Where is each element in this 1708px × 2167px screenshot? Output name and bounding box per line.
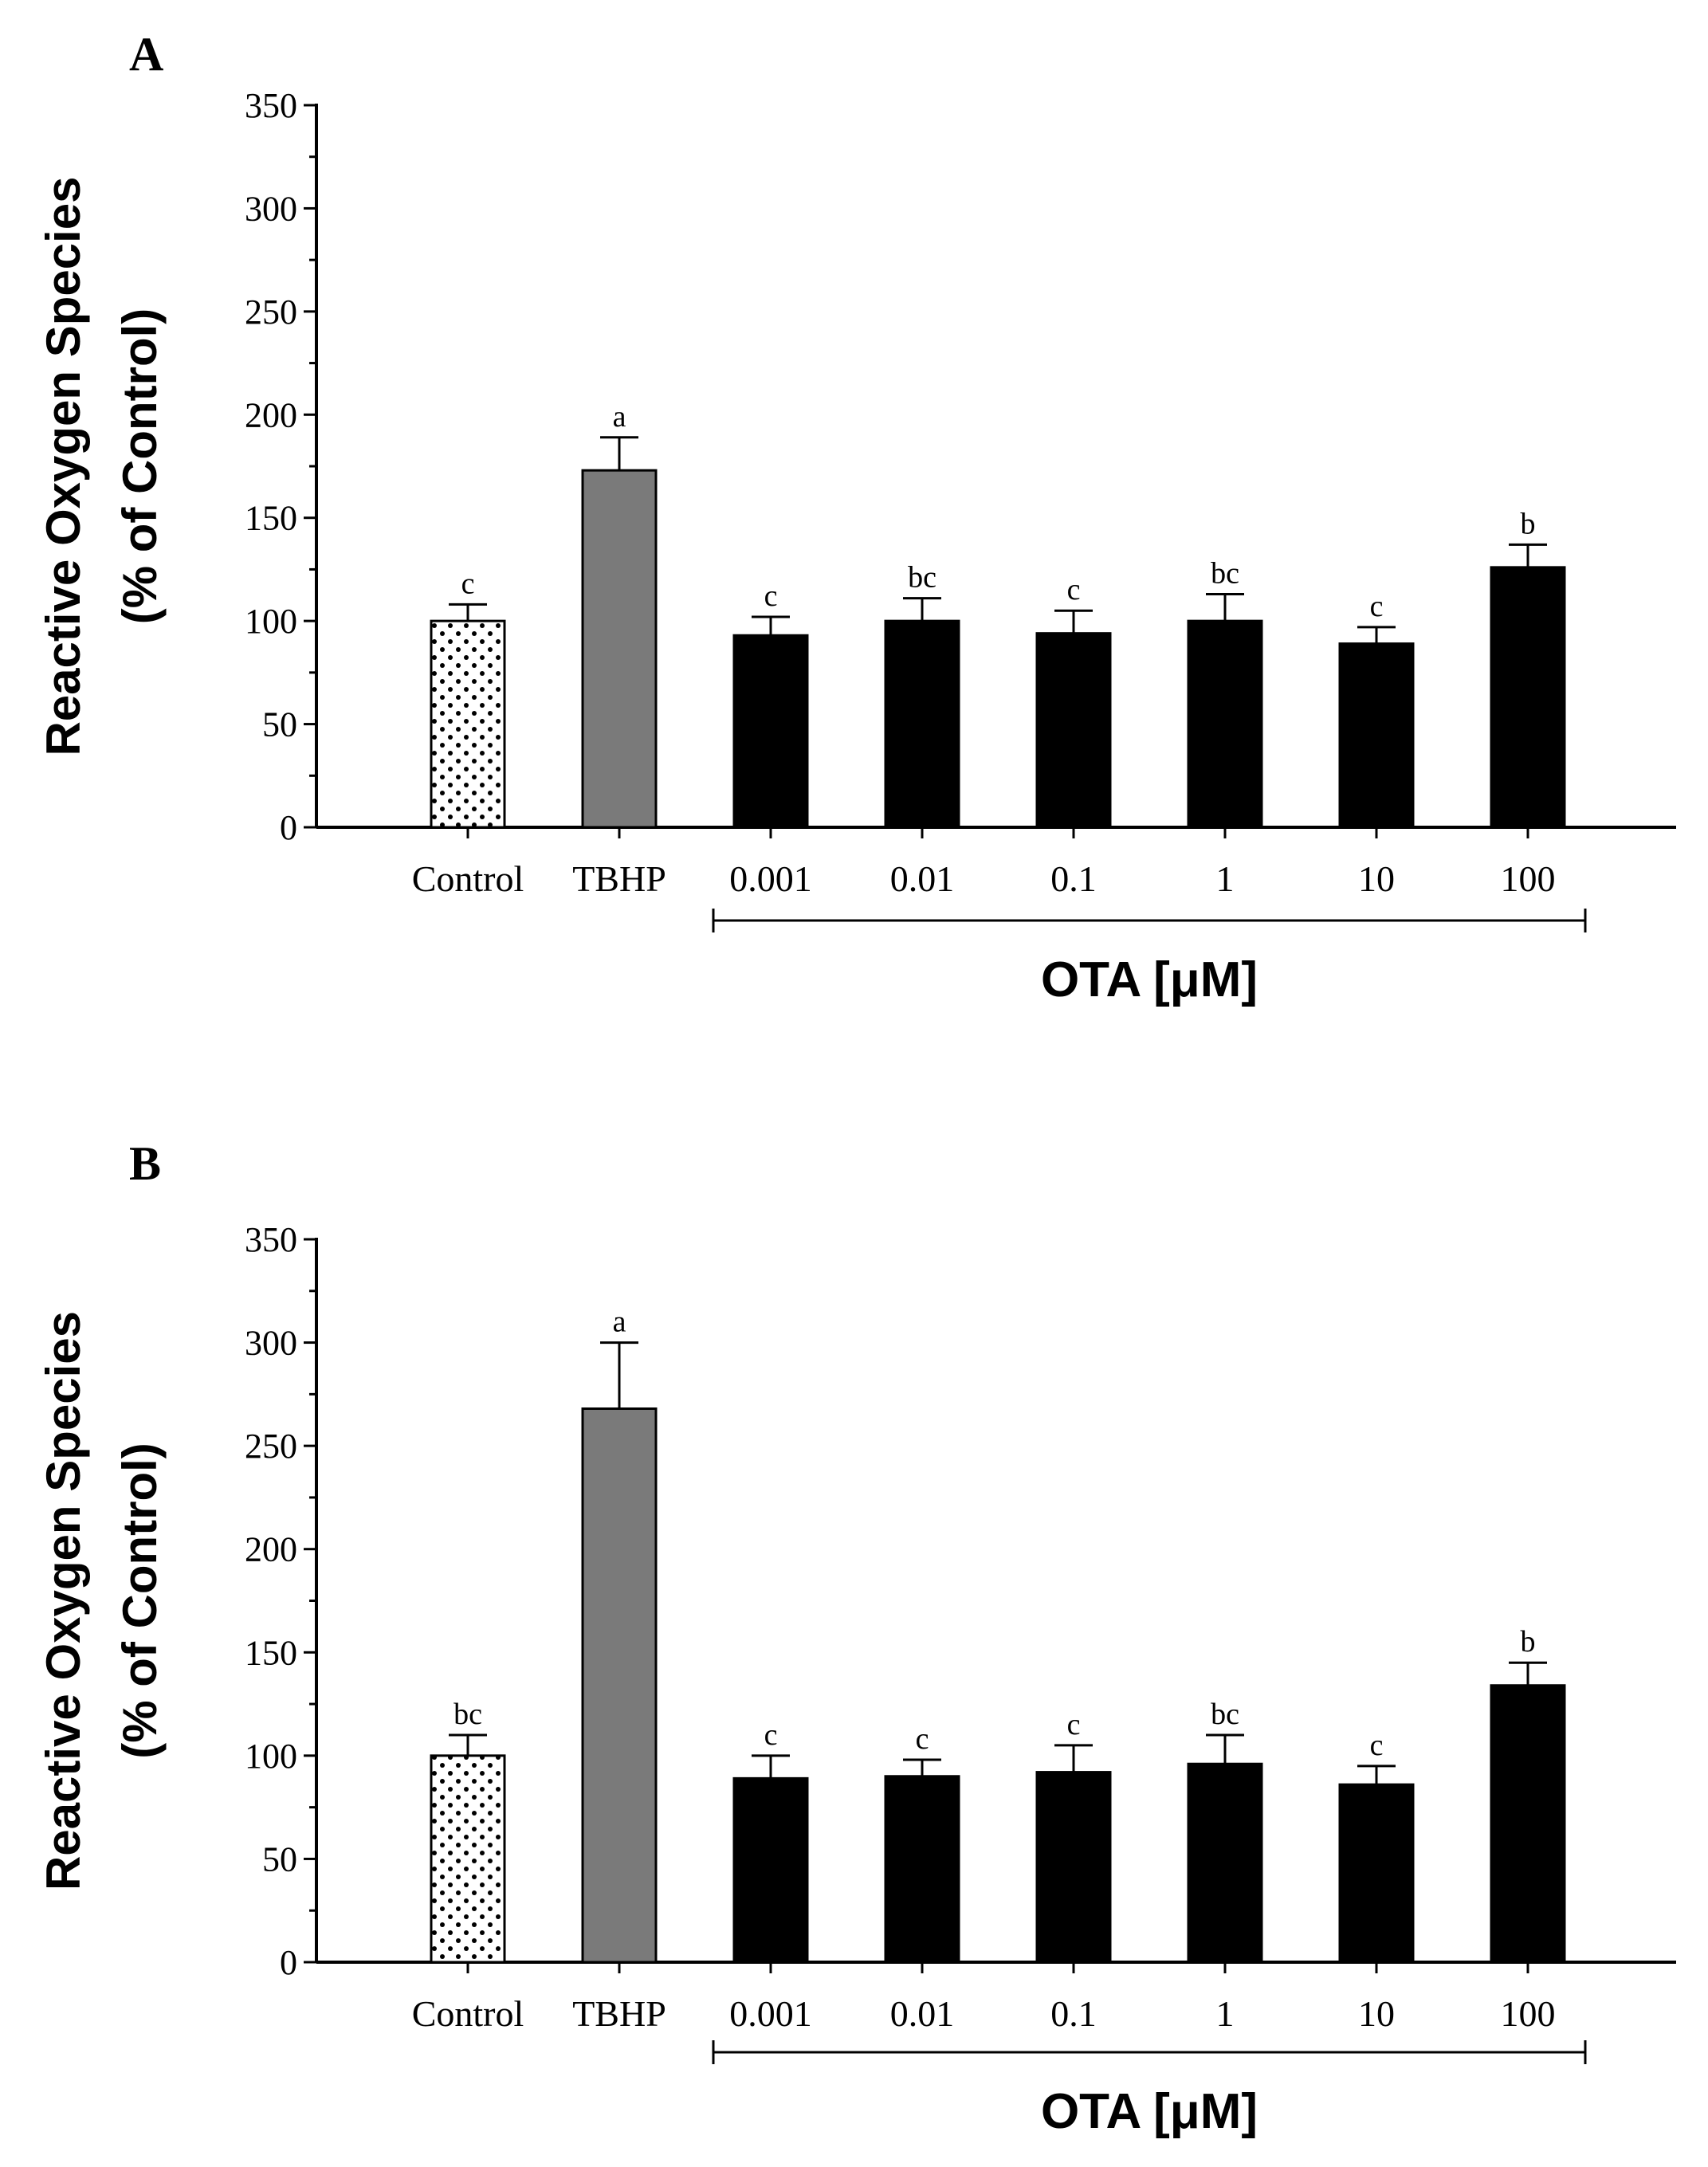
x-tick-label: 10 (1358, 1993, 1395, 2034)
y-tick-label: 150 (245, 1633, 297, 1672)
y-tick-label: 250 (245, 292, 297, 332)
y-tick-label: 350 (245, 86, 297, 125)
significance-label: b (1521, 1625, 1536, 1659)
bar-0.001 (732, 634, 809, 829)
x-tick-label: Control (412, 1993, 524, 2034)
y-axis-label-line2: (% of Control) (113, 308, 167, 625)
bar-10 (1338, 642, 1415, 829)
bar-tbhp (581, 1407, 658, 1964)
y-tick-label: 250 (245, 1427, 297, 1466)
y-axis-label-line2: (% of Control) (113, 1443, 167, 1759)
bar-tbhp (581, 469, 658, 829)
bar-10 (1338, 1783, 1415, 1964)
y-tick-label: 200 (245, 395, 297, 434)
y-tick-label: 100 (245, 1737, 297, 1776)
y-tick-label: 350 (245, 1220, 297, 1259)
chart-panel-b: B Reactive Oxygen Species (% of Control) 0 5… (37, 1137, 1676, 2139)
y-tick-label: 200 (245, 1530, 297, 1569)
significance-label: c (1067, 573, 1081, 607)
significance-label: c (1370, 1729, 1384, 1762)
significance-label: c (916, 1722, 929, 1756)
bar-0.1 (1035, 1771, 1112, 1964)
x-tick-label: 0.1 (1050, 858, 1097, 899)
x-tick-label: 100 (1501, 1993, 1556, 2034)
significance-label: c (1370, 590, 1384, 623)
significance-label: c (764, 1718, 778, 1752)
significance-label: bc (908, 561, 936, 595)
bar-0.001 (732, 1776, 809, 1964)
y-tick-label: 50 (262, 705, 297, 744)
significance-label: bc (454, 1698, 482, 1731)
bar-1 (1187, 619, 1263, 829)
group-label: OTA [μM] (1041, 952, 1258, 1007)
y-axis-label-line1: Reactive Oxygen Species (37, 1311, 90, 1890)
y-axis-label-line1: Reactive Oxygen Species (37, 176, 90, 756)
x-tick-label: 0.001 (729, 1993, 812, 2034)
y-tick-label: 300 (245, 189, 297, 228)
significance-label: b (1521, 507, 1536, 540)
significance-label: c (764, 579, 778, 613)
significance-label: a (613, 1305, 626, 1339)
significance-label: c (461, 567, 475, 600)
bar-control (430, 1754, 506, 1964)
y-tick-label: 0 (280, 808, 297, 847)
significance-label: c (1067, 1708, 1081, 1741)
x-tick-label: 1 (1216, 1993, 1235, 2034)
x-tick-label: 0.01 (890, 1993, 955, 2034)
bar-control (430, 619, 506, 829)
bar-1 (1187, 1762, 1263, 1964)
bar-0.1 (1035, 632, 1112, 829)
y-tick-label: 0 (280, 1943, 297, 1982)
x-tick-label: TBHP (572, 1993, 666, 2034)
bar-100 (1490, 1684, 1566, 1964)
x-tick-label: 0.001 (729, 858, 812, 899)
bar-100 (1490, 566, 1566, 829)
x-tick-label: 0.01 (890, 858, 955, 899)
y-tick-label: 100 (245, 602, 297, 641)
panel-label: A (129, 28, 163, 80)
bar-0.01 (884, 1775, 960, 1964)
significance-label: bc (1211, 1698, 1239, 1731)
x-tick-label: Control (412, 858, 524, 899)
x-tick-label: 0.1 (1050, 1993, 1097, 2034)
x-tick-label: 10 (1358, 858, 1395, 899)
significance-label: a (613, 400, 626, 434)
bar-0.01 (884, 619, 960, 829)
y-tick-label: 50 (262, 1839, 297, 1878)
y-tick-label: 300 (245, 1324, 297, 1363)
y-tick-label: 150 (245, 499, 297, 538)
x-tick-label: 100 (1501, 858, 1556, 899)
x-tick-label: 1 (1216, 858, 1235, 899)
chart-panel-a: A Reactive Oxygen Species (% of Control) 0 5… (37, 28, 1676, 1007)
significance-label: bc (1211, 556, 1239, 590)
x-tick-label: TBHP (572, 858, 666, 899)
panel-label: B (129, 1137, 161, 1190)
group-label: OTA [μM] (1041, 2084, 1258, 2139)
